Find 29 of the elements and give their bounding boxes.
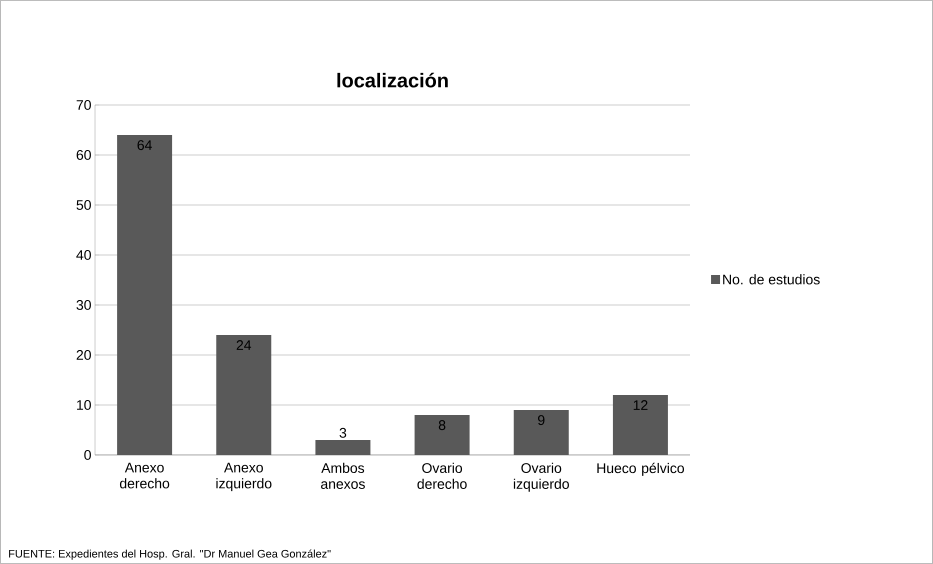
bar (315, 440, 370, 455)
bar (612, 394, 668, 455)
y-tick-label: 60 (76, 150, 91, 160)
data-label: 12 (634, 400, 648, 410)
data-label: 8 (438, 420, 446, 430)
y-tick-label: 30 (76, 300, 91, 310)
data-label: 3 (340, 428, 346, 438)
data-label: 24 (236, 340, 252, 350)
y-tick-label: 40 (76, 250, 91, 260)
x-tick-label: Ambos anexos (321, 462, 365, 489)
legend-label: No. de estudios (723, 274, 820, 284)
x-tick-label: Ovario derecho (417, 462, 467, 489)
chart-title: localización (337, 72, 448, 88)
y-tick-label: 20 (76, 350, 91, 360)
bar (117, 134, 172, 455)
data-label: 64 (138, 140, 152, 150)
x-tick-label: Ovario izquierdo (514, 462, 569, 492)
y-tick-label: 0 (84, 450, 91, 460)
x-tick-label: Anexo derecho (120, 462, 170, 488)
bar (216, 334, 272, 455)
x-tick-label: Anexo izquierdo (216, 462, 272, 492)
bar (514, 410, 569, 455)
y-tick-label: 10 (77, 400, 91, 410)
y-tick-label: 70 (76, 100, 91, 110)
bar (414, 414, 470, 455)
x-tick-label: Hueco pélvico (597, 462, 684, 476)
y-tick-label: 50 (76, 200, 91, 210)
source-note: FUENTE: Expedientes del Hosp. Gral. "Dr Manuel Gea González" (9, 549, 331, 560)
data-label: 9 (538, 415, 544, 426)
